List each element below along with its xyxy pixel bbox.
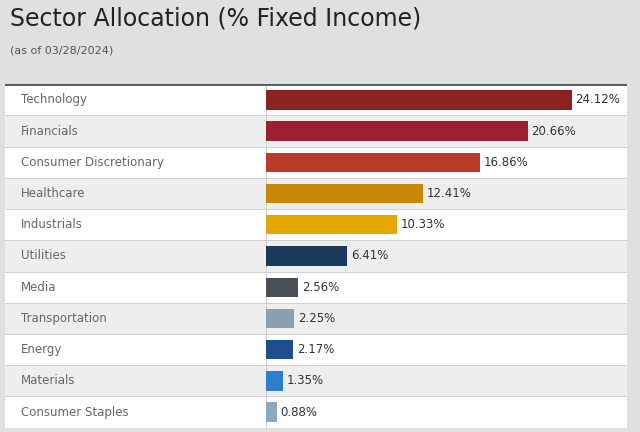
Text: Media: Media	[20, 281, 56, 294]
Bar	[266, 277, 298, 297]
Text: 12.41%: 12.41%	[427, 187, 472, 200]
Bar	[266, 334, 627, 365]
Text: 6.41%: 6.41%	[351, 249, 388, 263]
Bar	[266, 340, 293, 359]
Text: Utilities: Utilities	[20, 249, 66, 263]
Bar	[266, 178, 627, 209]
Text: Industrials: Industrials	[20, 218, 83, 231]
Text: Sector Allocation (% Fixed Income): Sector Allocation (% Fixed Income)	[10, 6, 421, 31]
Text: Financials: Financials	[20, 124, 79, 137]
Text: 2.25%: 2.25%	[298, 312, 335, 325]
Bar	[266, 152, 479, 172]
Bar	[266, 115, 627, 147]
Bar	[5, 147, 266, 178]
Text: Consumer Staples: Consumer Staples	[20, 406, 129, 419]
Bar	[266, 215, 397, 235]
Bar	[266, 246, 347, 266]
Bar	[266, 371, 283, 391]
Bar	[5, 334, 266, 365]
Bar	[266, 121, 528, 141]
Text: 2.56%: 2.56%	[302, 281, 339, 294]
Text: 20.66%: 20.66%	[532, 124, 576, 137]
Text: Technology: Technology	[20, 93, 87, 106]
Bar	[266, 90, 572, 110]
Bar	[266, 303, 627, 334]
Text: Materials: Materials	[20, 375, 76, 388]
Bar	[5, 84, 266, 115]
Text: Healthcare: Healthcare	[20, 187, 85, 200]
Bar	[266, 84, 627, 115]
Text: 16.86%: 16.86%	[483, 156, 528, 169]
Text: (as of 03/28/2024): (as of 03/28/2024)	[10, 45, 113, 55]
Bar	[5, 240, 266, 272]
Bar	[5, 178, 266, 209]
Text: Energy: Energy	[20, 343, 62, 356]
Bar	[5, 272, 266, 303]
Text: 0.88%: 0.88%	[280, 406, 317, 419]
Bar	[266, 402, 276, 422]
Bar	[266, 209, 627, 240]
Text: Consumer Discretionary: Consumer Discretionary	[20, 156, 164, 169]
Text: 10.33%: 10.33%	[401, 218, 445, 231]
Text: 1.35%: 1.35%	[287, 375, 324, 388]
Bar	[5, 397, 266, 428]
Bar	[5, 209, 266, 240]
Bar	[5, 365, 266, 397]
Bar	[266, 309, 294, 328]
Bar	[266, 365, 627, 397]
Bar	[5, 115, 266, 147]
Text: 24.12%: 24.12%	[575, 93, 620, 106]
Bar	[266, 272, 627, 303]
Bar	[266, 240, 627, 272]
Bar	[266, 397, 627, 428]
Bar	[266, 184, 423, 203]
Text: 2.17%: 2.17%	[297, 343, 334, 356]
Bar	[5, 303, 266, 334]
Bar	[266, 147, 627, 178]
Text: Transportation: Transportation	[20, 312, 106, 325]
